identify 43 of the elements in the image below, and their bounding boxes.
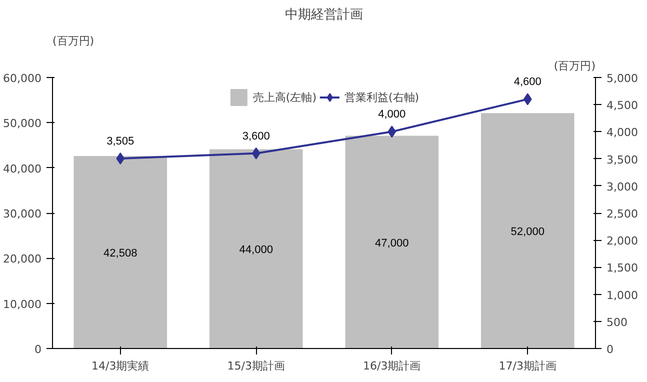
y2-tick-label: 1,000 bbox=[606, 288, 638, 302]
y2-tick-label: 3,500 bbox=[606, 153, 638, 166]
y2-tick-label: 2,500 bbox=[606, 208, 638, 220]
point bbox=[252, 147, 260, 160]
y2-tick-label: 0 bbox=[606, 343, 614, 356]
data-label: 52,000 bbox=[510, 226, 544, 238]
bar bbox=[209, 149, 303, 348]
y-tick-label: 40,000 bbox=[3, 162, 42, 176]
data-label: 4,000 bbox=[378, 108, 406, 121]
x-tick-label: 16/3期計画 bbox=[363, 360, 421, 372]
y-tick-label: 30,000 bbox=[3, 208, 42, 220]
y-tick-label: 20,000 bbox=[3, 252, 42, 266]
point bbox=[523, 93, 532, 106]
y-tick-label: 50,000 bbox=[3, 117, 42, 130]
y-tick-label: 0 bbox=[34, 343, 42, 356]
x-tick-label: 15/3期計画 bbox=[227, 360, 285, 372]
x-tick-label: 14/3期実績 bbox=[92, 360, 150, 372]
legend-label: 売上高(左軸) bbox=[252, 90, 316, 104]
point bbox=[388, 126, 396, 138]
y2-tick-label: 4,000 bbox=[606, 126, 638, 140]
data-label: 44,000 bbox=[239, 244, 273, 256]
y2-axis-title: (百万円) bbox=[554, 60, 596, 72]
y2-tick-label: 3,000 bbox=[606, 180, 638, 194]
data-label: 42,508 bbox=[104, 248, 138, 260]
y2-tick-label: 2,000 bbox=[606, 234, 638, 248]
bar bbox=[480, 113, 574, 348]
y2-tick-label: 500 bbox=[606, 316, 628, 329]
y-axis-title: (百万円) bbox=[52, 34, 94, 48]
data-label: 47,000 bbox=[375, 237, 409, 250]
y-tick-label: 60,000 bbox=[3, 72, 42, 85]
bar bbox=[345, 136, 439, 348]
legend-label: 営業利益(右軸) bbox=[344, 90, 420, 104]
chart-title: 中期経営計画 bbox=[285, 8, 363, 22]
bar bbox=[74, 156, 168, 348]
data-label: 3,600 bbox=[242, 130, 270, 142]
point bbox=[116, 152, 125, 165]
y2-tick-label: 4,500 bbox=[606, 99, 638, 112]
y2-tick-label: 1,500 bbox=[606, 262, 638, 275]
y2-tick-label: 5,000 bbox=[606, 72, 638, 85]
data-label: 3,505 bbox=[106, 136, 134, 148]
y-tick-label: 10,000 bbox=[3, 298, 42, 311]
x-tick-label: 17/3期計画 bbox=[498, 360, 556, 372]
data-label: 4,600 bbox=[514, 76, 542, 88]
